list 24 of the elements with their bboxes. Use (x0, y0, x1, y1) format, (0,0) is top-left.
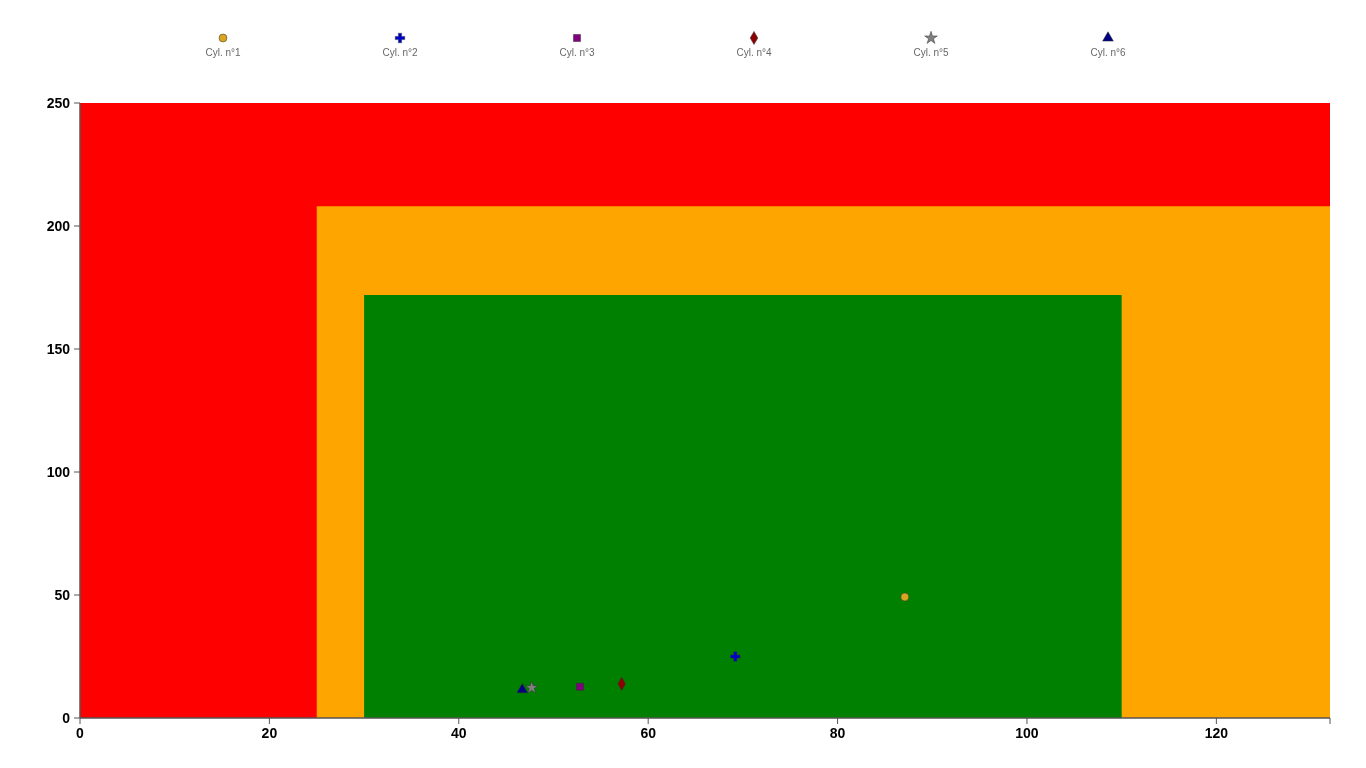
x-tick-label: 120 (1204, 725, 1229, 741)
legend-label: Cyl. n°5 (913, 47, 949, 58)
x-tick-label: 80 (829, 725, 846, 741)
point (516, 683, 528, 694)
y-tick-label: 200 (46, 217, 71, 234)
y-tick-label: 150 (46, 340, 71, 357)
legend-label: Cyl. n°3 (559, 47, 595, 58)
legend-label: Cyl. n°2 (382, 47, 418, 58)
y-tick-label: 0 (62, 709, 71, 726)
y-tick-label: 250 (46, 94, 71, 111)
x-tick-label: 40 (451, 725, 467, 741)
point (730, 651, 741, 662)
x-tick-label: 100 (1015, 725, 1039, 741)
point (576, 682, 584, 691)
point (525, 680, 539, 694)
legend-label: Cyl. n°1 (205, 47, 241, 58)
x-tick-label: 20 (261, 725, 278, 741)
x-tick-label: 60 (640, 725, 657, 741)
y-tick-label: 50 (54, 586, 71, 603)
legend-label: Cyl. n°4 (736, 47, 772, 58)
y-tick-label: 100 (46, 463, 71, 480)
legend-label: Cyl. n°6 (1090, 47, 1126, 58)
x-tick-label: 0 (76, 725, 85, 741)
point (900, 592, 910, 602)
